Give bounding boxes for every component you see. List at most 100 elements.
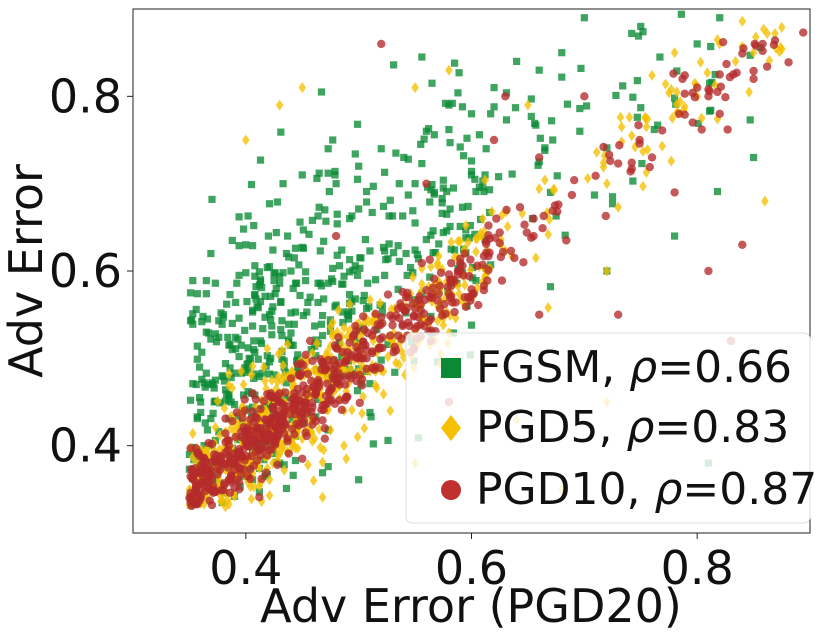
point-fgsm	[399, 212, 407, 220]
point-pgd5	[464, 236, 472, 248]
point-pgd10	[252, 423, 262, 432]
point-pgd10	[729, 70, 738, 79]
point-pgd5	[386, 405, 395, 417]
point-fgsm	[333, 251, 341, 259]
point-pgd10	[193, 499, 202, 509]
point-fgsm	[311, 322, 319, 330]
point-fgsm	[673, 67, 681, 75]
point-fgsm	[608, 193, 617, 201]
point-pgd10	[290, 430, 299, 439]
point-fgsm	[371, 276, 380, 284]
legend-marker-pgd5	[441, 415, 461, 441]
point-fgsm	[490, 84, 498, 92]
point-fgsm	[289, 471, 297, 479]
point-pgd10	[520, 220, 529, 229]
point-pgd5	[544, 302, 553, 314]
point-pgd5	[189, 427, 197, 439]
legend-marker-pgd10	[441, 480, 461, 500]
point-fgsm	[268, 331, 276, 339]
point-pgd5	[761, 195, 769, 207]
point-fgsm	[223, 300, 231, 308]
point-fgsm	[385, 212, 393, 220]
point-pgd10	[331, 361, 341, 370]
point-fgsm	[629, 177, 637, 185]
point-fgsm	[335, 262, 344, 270]
y-axis-label: Adv Error	[0, 164, 53, 378]
point-pgd5	[280, 464, 288, 476]
point-pgd10	[338, 348, 348, 357]
point-fgsm	[291, 456, 300, 465]
point-fgsm	[402, 249, 410, 258]
point-fgsm	[746, 116, 754, 124]
point-fgsm	[561, 231, 569, 239]
point-fgsm	[430, 131, 438, 139]
point-fgsm	[291, 308, 300, 316]
point-pgd10	[251, 412, 261, 422]
point-pgd5	[658, 140, 666, 152]
point-pgd10	[204, 438, 213, 448]
point-fgsm	[242, 269, 250, 277]
point-fgsm	[225, 391, 233, 399]
point-fgsm	[230, 401, 239, 409]
point-pgd5	[625, 111, 634, 123]
point-pgd10	[321, 364, 331, 374]
point-pgd10	[535, 310, 544, 319]
point-fgsm	[318, 311, 327, 320]
point-pgd10	[357, 381, 367, 390]
point-pgd5	[451, 312, 460, 324]
point-fgsm	[290, 254, 298, 262]
point-fgsm	[303, 308, 311, 316]
point-pgd10	[456, 254, 465, 263]
point-fgsm	[269, 303, 277, 311]
point-pgd5	[541, 174, 549, 186]
point-pgd10	[510, 253, 519, 263]
point-pgd5	[265, 489, 274, 501]
point-pgd10	[723, 125, 732, 134]
legend-marker-fgsm	[441, 358, 461, 378]
point-fgsm	[210, 398, 218, 406]
point-fgsm	[338, 280, 346, 288]
point-fgsm	[411, 246, 419, 254]
point-pgd10	[422, 179, 431, 188]
point-fgsm	[546, 283, 555, 291]
point-pgd10	[331, 231, 341, 241]
point-fgsm	[287, 309, 295, 317]
point-pgd10	[257, 474, 266, 484]
point-fgsm	[208, 195, 216, 203]
point-fgsm	[377, 145, 385, 153]
point-fgsm	[511, 104, 520, 112]
point-pgd5	[274, 348, 283, 360]
point-pgd5	[216, 429, 224, 441]
point-pgd10	[416, 299, 425, 309]
point-fgsm	[439, 184, 447, 192]
point-fgsm	[237, 341, 245, 349]
point-fgsm	[271, 290, 279, 298]
point-pgd5	[478, 213, 487, 225]
point-fgsm	[314, 212, 322, 220]
point-pgd10	[243, 472, 253, 481]
point-pgd10	[249, 434, 258, 443]
point-fgsm	[460, 152, 468, 160]
point-fgsm	[207, 335, 215, 343]
point-fgsm	[224, 333, 232, 341]
point-fgsm	[253, 302, 261, 310]
x-tick-label: 0.8	[661, 541, 734, 595]
point-fgsm	[278, 355, 286, 363]
point-fgsm	[221, 397, 230, 405]
point-fgsm	[411, 219, 419, 227]
point-fgsm	[634, 32, 643, 40]
point-pgd5	[676, 96, 685, 108]
point-fgsm	[467, 110, 476, 118]
point-pgd10	[738, 49, 747, 58]
point-fgsm	[270, 277, 278, 285]
point-fgsm	[490, 103, 498, 111]
point-pgd10	[627, 158, 636, 167]
point-pgd5	[481, 174, 489, 186]
point-fgsm	[362, 187, 371, 196]
point-pgd5	[532, 252, 540, 264]
point-fgsm	[467, 157, 476, 165]
point-fgsm	[472, 277, 480, 285]
point-pgd10	[397, 334, 406, 344]
point-pgd5	[384, 351, 392, 363]
point-fgsm	[189, 310, 197, 318]
